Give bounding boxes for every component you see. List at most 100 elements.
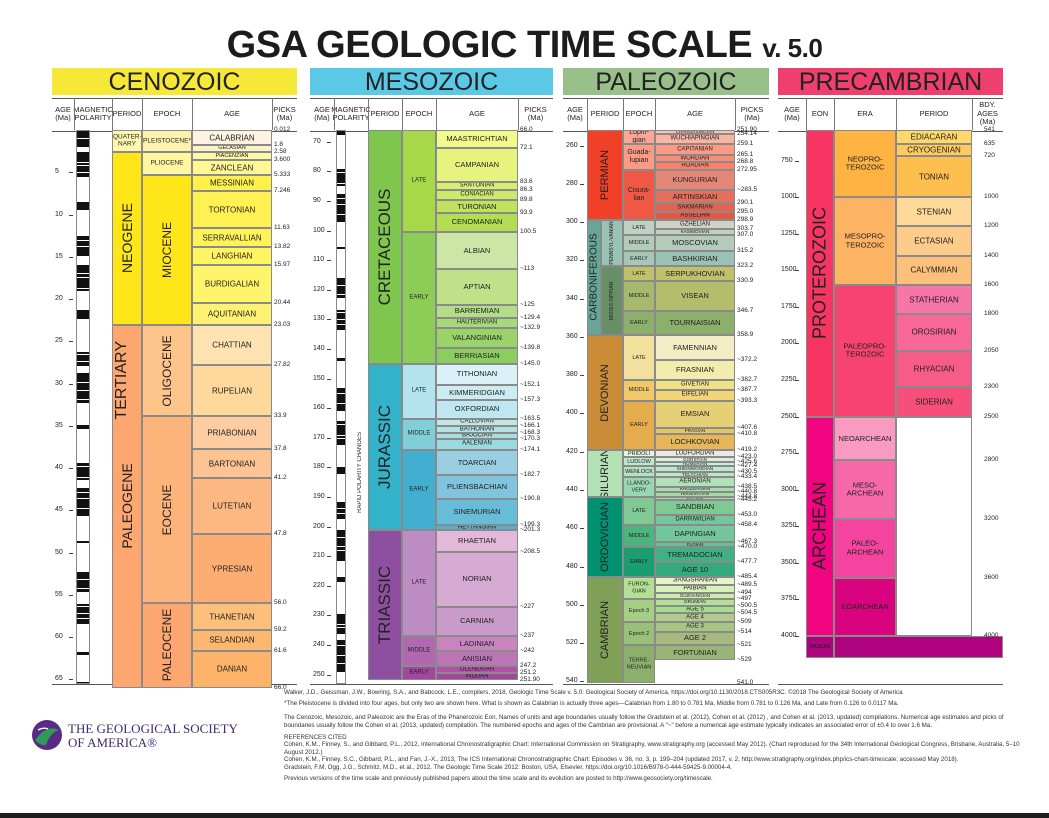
age-tick-label: 320: [566, 256, 578, 264]
age-tick-mark: [580, 183, 584, 185]
pick-label: 720: [984, 152, 995, 160]
normal-polarity-band: [337, 404, 345, 411]
pick-label: ~489.5: [737, 580, 758, 588]
age-tick-label: 80: [313, 167, 321, 175]
eon-archean-label: ARCHEAN: [809, 482, 830, 571]
pick-label: 3200: [984, 515, 999, 522]
normal-polarity-band: [77, 463, 89, 466]
age-band: RHAETIAN: [436, 530, 518, 552]
period-band: STATHERIAN: [896, 284, 972, 315]
age-tick-mark: [327, 171, 331, 173]
epoch-band-label: LATE: [411, 177, 427, 184]
age-band: SERRAVALLIAN: [192, 228, 272, 247]
normal-polarity-band: [77, 352, 89, 354]
age-band: GUZHANGIAN: [655, 593, 735, 600]
age-tick-mark: [795, 380, 799, 382]
epoch-band: Lopin-gian: [623, 130, 655, 144]
column-divider: [806, 98, 807, 130]
age-tick-mark: [580, 451, 584, 453]
era-band-label: PALEOPRO-TEROZOIC: [843, 341, 887, 359]
column-header: AGE: [469, 108, 485, 118]
age-tick-mark: [580, 145, 584, 147]
age-tick-label: 400: [566, 409, 578, 417]
pick-label: 268.8: [737, 158, 754, 166]
age-band-label: CALLOVIAN: [460, 418, 494, 425]
era-band-label: PALEO-ARCHEAN: [846, 538, 884, 557]
normal-polarity-band: [337, 394, 345, 403]
pick-label: ~182.7: [520, 471, 541, 479]
period-band: DEVONIAN: [587, 334, 623, 451]
period-band: OROSIRIAN: [896, 314, 972, 351]
logo-line-1: THE GEOLOGICAL SOCIETY: [68, 721, 238, 736]
age-band-label: ALBIAN: [463, 245, 491, 255]
age-band-label: SAKMARIAN: [677, 204, 713, 211]
age-band: ARTINSKIAN: [655, 190, 735, 204]
age-band-label: FORTUNIAN: [673, 647, 717, 657]
column-header: AGE: [687, 108, 703, 118]
epoch-band: Epoch 2: [623, 622, 655, 646]
normal-polarity-band: [77, 131, 89, 138]
eon-proterozoic: PROTEROZOIC: [806, 130, 834, 417]
epoch-band-label: Lopin-gian: [629, 130, 649, 144]
age-band-label: VISEAN: [681, 291, 709, 301]
pick-label: ~453.0: [737, 510, 758, 518]
normal-polarity-band: [337, 439, 345, 445]
epoch-band: WENLOCK: [623, 465, 655, 478]
column-header: AGE (Ma): [784, 104, 800, 122]
age-tick-mark: [580, 528, 584, 530]
age-band-label: NORIAN: [462, 573, 492, 583]
pick-label: ~485.4: [737, 572, 758, 580]
citation-note: Walker, J.D., Geissman, J.W., Bowring, S…: [284, 689, 903, 696]
age-band-label: APTIAN: [463, 281, 491, 291]
age-band-label: CAPITANIAN: [677, 146, 713, 152]
normal-polarity-band: [77, 163, 89, 165]
age-tick-label: 1250: [781, 229, 797, 237]
epoch-band-label: PRIDOLI: [627, 450, 650, 457]
pick-label: ~125: [520, 300, 535, 308]
period-jurassic: JURASSIC: [368, 363, 402, 531]
age-band: OLENEKIAN: [436, 666, 518, 674]
pick-label: 295.0: [737, 208, 754, 216]
period-band: SILURIAN: [587, 450, 623, 498]
period-band: CRYOGENIAN: [896, 143, 972, 157]
age-tick-label: 280: [566, 179, 578, 187]
pick-label: 23.03: [274, 320, 291, 328]
pick-label: ~199.3: [520, 520, 541, 528]
pick-label: 2.58: [274, 147, 287, 155]
age-band: LADINIAN: [436, 636, 518, 651]
column-divider: [368, 98, 369, 130]
age-band: VALANGINIAN: [436, 328, 518, 349]
normal-polarity-band: [77, 278, 89, 288]
epoch-band: MIDDLE: [623, 281, 655, 312]
age-band: CENOMANIAN: [436, 212, 518, 233]
age-band: JIANGSHANIAN: [655, 576, 735, 585]
normal-polarity-band: [337, 530, 345, 537]
pick-label: ~393.3: [737, 396, 758, 404]
age-tick-label: 3750: [781, 595, 797, 603]
age-tick-mark: [69, 637, 73, 638]
normal-polarity-band: [337, 664, 345, 672]
normal-polarity-band: [77, 173, 89, 177]
normal-polarity-band: [337, 358, 345, 361]
age-tick-label: 220: [313, 581, 325, 589]
epoch-band-label: TERRE-NEUVIAN: [626, 657, 652, 671]
normal-polarity-band: [337, 313, 345, 319]
age-tick-label: 10: [55, 210, 63, 218]
age-band: EIFELIAN: [655, 389, 735, 401]
age-band-label: LOCHKOVIAN: [670, 436, 720, 446]
pick-label: ~477.7: [737, 558, 758, 566]
age-band-label: RHAETIAN: [458, 535, 496, 545]
pick-label: 247.2: [520, 662, 537, 670]
age-tick-label: 30: [55, 379, 63, 387]
normal-polarity-band: [337, 502, 345, 508]
epoch-band: EARLY: [623, 547, 655, 577]
pick-label: ~283.5: [737, 186, 758, 194]
age-tick-mark: [69, 299, 73, 300]
column-header: EPOCH: [625, 108, 653, 118]
epoch-band-label: Epoch 2: [628, 630, 650, 637]
pick-label: 86.3: [520, 186, 533, 194]
pick-label: 13.82: [274, 242, 291, 250]
age-tick-mark: [327, 230, 331, 232]
normal-polarity-band: [77, 467, 89, 477]
period-triassic: TRIASSIC: [368, 530, 402, 681]
